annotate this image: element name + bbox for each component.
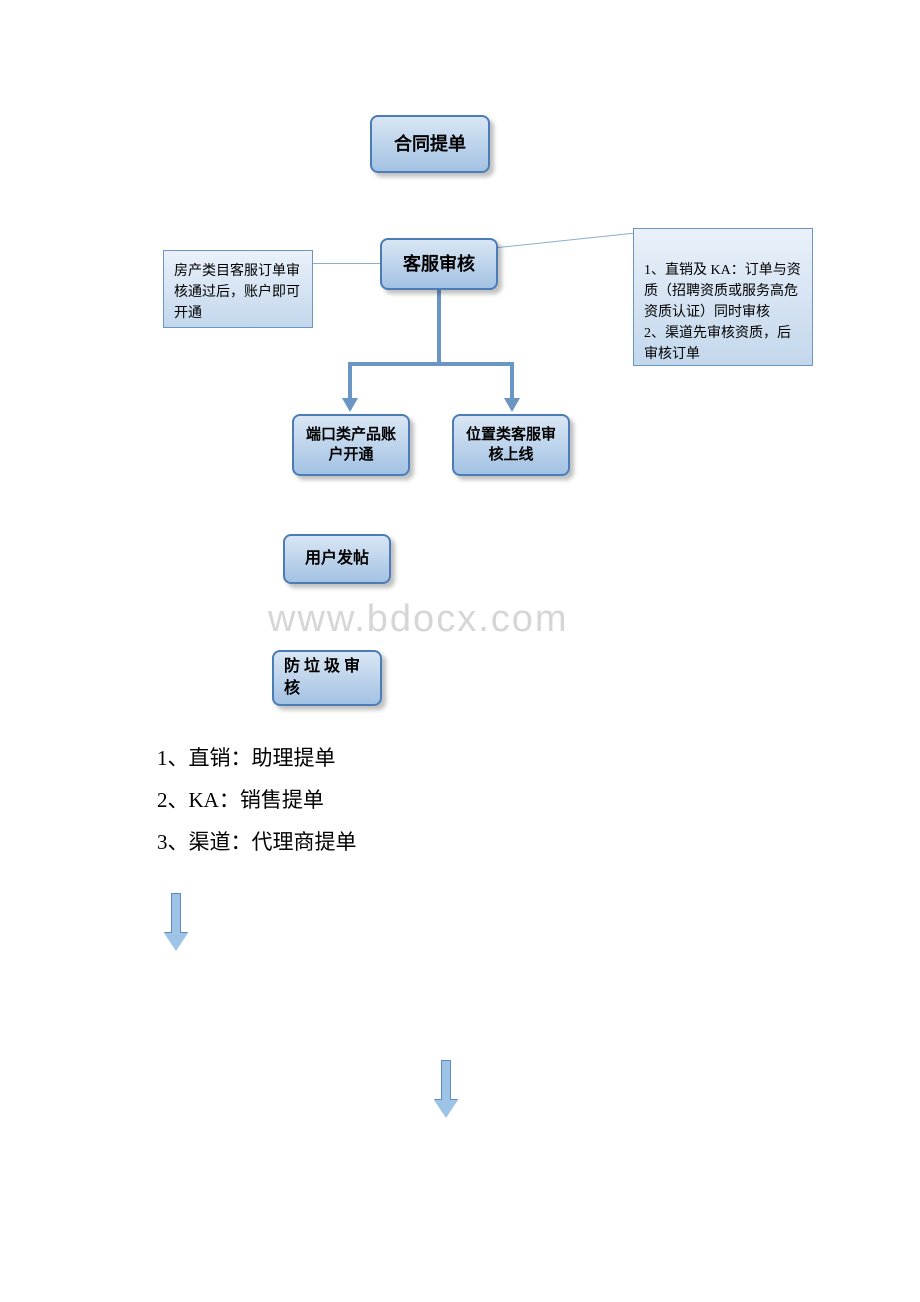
node-user-post: 用户发帖 (283, 534, 391, 584)
note-right: 1、直销及 KA：订单与资质（招聘资质或服务高危资质认证）同时审核 2、渠道先审… (633, 228, 813, 366)
node-label: 端口类产品账户开通 (304, 425, 398, 466)
connector-drop-left (348, 362, 352, 400)
watermark-text: www.bdocx.com (268, 598, 569, 641)
note-text: 房产类目客服订单审核通过后，账户即可开通 (174, 264, 300, 321)
note-left: 房产类目客服订单审核通过后，账户即可开通 (163, 250, 313, 328)
node-label: 客服审核 (403, 252, 475, 276)
block-arrow-2 (437, 1060, 455, 1118)
node-label: 用户发帖 (305, 548, 369, 570)
body-line-3: 3、渠道：代理商提单 (157, 826, 357, 856)
node-port-product: 端口类产品账户开通 (292, 414, 410, 476)
connector-arrow-left (342, 398, 358, 412)
diagram-canvas: 合同提单 客服审核 端口类产品账户开通 位置类客服审核上线 用户发帖 防垃圾审核… (0, 0, 920, 1302)
block-arrow-1 (167, 893, 185, 951)
body-line-1: 1、直销：助理提单 (157, 742, 336, 772)
note-text: 1、直销及 KA：订单与资质（招聘资质或服务高危资质认证）同时审核 2、渠道先审… (644, 263, 801, 362)
node-cs-review: 客服审核 (380, 238, 498, 290)
body-line-2: 2、KA：销售提单 (157, 784, 324, 814)
node-antispam-review: 防垃圾审核 (272, 650, 382, 706)
node-label: 防垃圾审核 (284, 656, 370, 699)
connector-drop-right (510, 362, 514, 400)
node-contract-submit: 合同提单 (370, 115, 490, 173)
connector-arrow-right (504, 398, 520, 412)
connector-hsplit (348, 362, 514, 366)
connector-stem (437, 290, 441, 362)
node-label: 位置类客服审核上线 (464, 425, 558, 466)
connector-note-left (313, 263, 380, 264)
node-label: 合同提单 (394, 132, 466, 156)
connector-note-right (498, 233, 633, 248)
node-position-review: 位置类客服审核上线 (452, 414, 570, 476)
